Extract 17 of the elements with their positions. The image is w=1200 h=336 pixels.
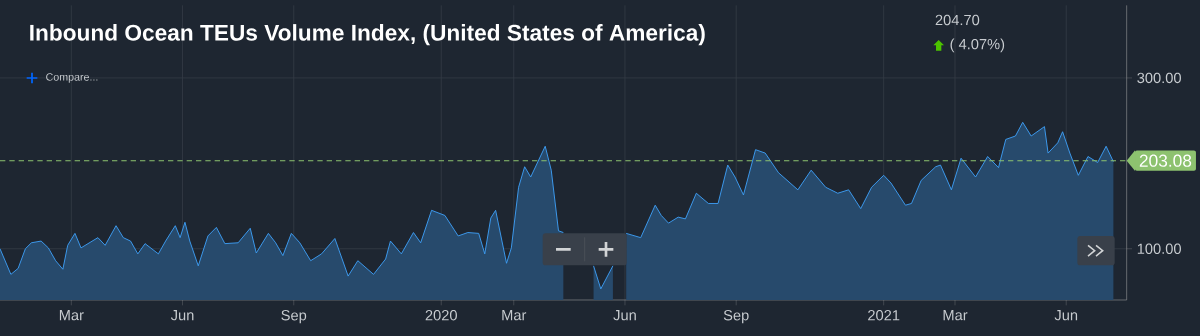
- y-tick-label: 300.00: [1137, 72, 1181, 84]
- x-tick-label: Mar: [943, 310, 968, 321]
- y-tick-label: 100.00: [1137, 243, 1181, 254]
- annotation: Compare...: [46, 73, 98, 83]
- ref-line-label: 203.08: [1139, 154, 1192, 167]
- x-tick-label: 2021: [868, 310, 900, 321]
- x-tick-label: Jun: [170, 310, 194, 321]
- x-tick-label: Sep: [281, 310, 307, 324]
- x-tick-label: 2020: [425, 310, 457, 321]
- text: Inbound Ocean TEUs Volume Index, (United States of America): [30, 24, 705, 46]
- x-tick-label: Jun: [613, 310, 636, 321]
- annotation: ( 4.07%): [950, 38, 1005, 53]
- annotation: 204.70: [935, 14, 980, 26]
- x-tick-label: Sep: [723, 310, 749, 324]
- x-tick-label: Jun: [1054, 310, 1078, 321]
- x-tick-label: Mar: [59, 310, 84, 321]
- x-tick-label: Mar: [502, 310, 527, 321]
